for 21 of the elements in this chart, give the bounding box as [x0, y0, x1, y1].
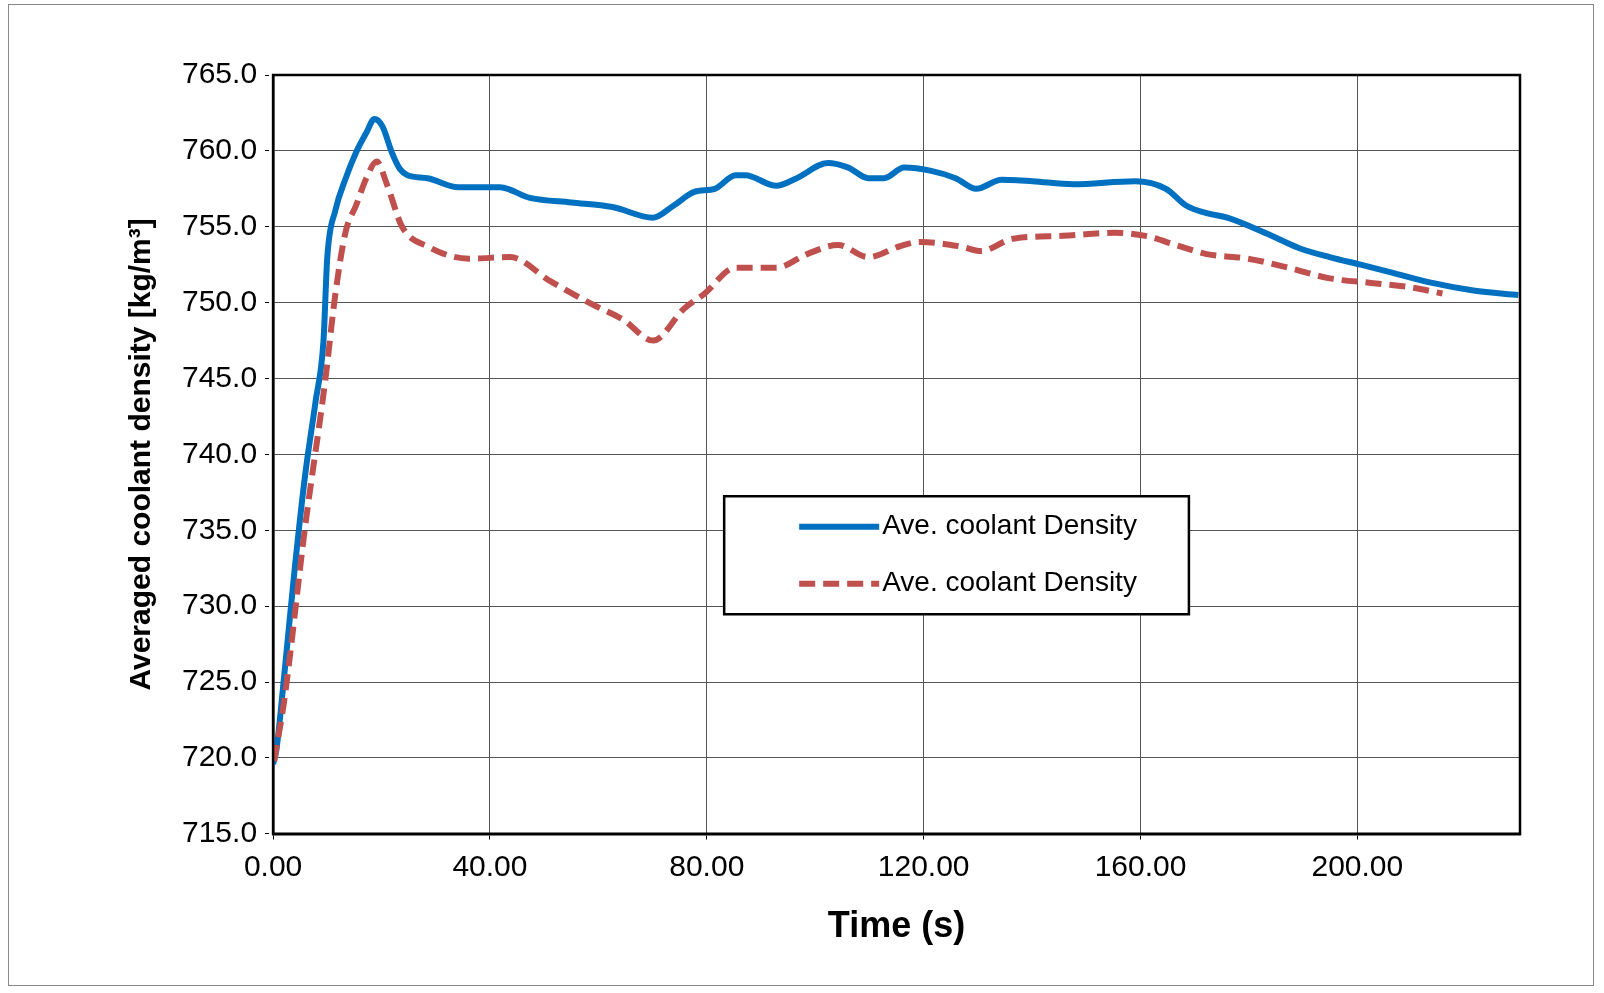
y-axis-title: Averaged coolant density [kg/m³]	[123, 218, 157, 691]
x-tick-label: 40.00	[452, 849, 528, 883]
y-tick-label: 715.0	[182, 815, 258, 849]
y-tick-label: 755.0	[182, 208, 258, 242]
x-tick-label: 0.00	[243, 849, 303, 883]
y-tick-label: 745.0	[182, 359, 258, 393]
x-tick-label: 160.00	[1094, 849, 1187, 883]
y-tick-label: 765.0	[182, 56, 258, 90]
x-axis-title: Time (s)	[827, 904, 966, 946]
y-tick-label: 725.0	[182, 663, 258, 697]
x-tick-label: 120.00	[877, 849, 970, 883]
x-tick-label: 80.00	[669, 849, 745, 883]
y-tick-label: 730.0	[182, 587, 258, 621]
y-tick-label: 740.0	[182, 435, 258, 469]
y-tick-label: 750.0	[182, 283, 258, 317]
y-tick-label: 760.0	[182, 132, 258, 166]
legend-label: Ave. coolant Density	[882, 509, 1137, 541]
y-tick-label: 720.0	[182, 739, 258, 773]
y-tick-label: 735.0	[182, 511, 258, 545]
legend-label: Ave. coolant Density	[882, 566, 1137, 598]
x-tick-label: 200.00	[1311, 849, 1404, 883]
